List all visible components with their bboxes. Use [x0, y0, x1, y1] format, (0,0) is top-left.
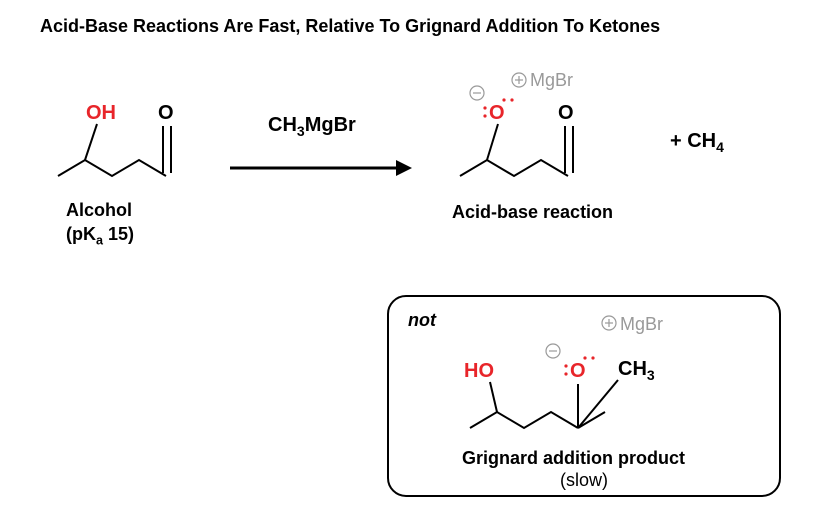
- product-lonepair-1b: [483, 114, 486, 117]
- reagent-sub: 3: [297, 123, 305, 139]
- notprod-o-alkoxide: O: [570, 360, 586, 383]
- product-lonepair-2b: [510, 98, 513, 101]
- notprod-ch3-sub: 3: [647, 367, 655, 383]
- reactant-label-alcohol: Alcohol: [66, 200, 132, 221]
- notprod-oh-bond: [490, 382, 497, 412]
- notprod-ho: HO: [464, 360, 494, 383]
- notprod-ch3: CH3: [618, 358, 655, 383]
- product-alkoxide-bond: [487, 124, 498, 160]
- notprod-ch3-pre: CH: [618, 358, 647, 380]
- not-label: not: [408, 310, 436, 331]
- reaction-arrow-head: [396, 160, 412, 176]
- pka-sub: a: [96, 234, 103, 248]
- product-lonepair-1a: [483, 106, 486, 109]
- notprod-label2: (slow): [560, 470, 608, 491]
- reactant-backbone: [58, 160, 166, 176]
- reactant-o-ketone: O: [158, 102, 174, 125]
- product-mgbr: MgBr: [530, 70, 573, 91]
- notprod-mgbr: MgBr: [620, 314, 663, 335]
- reagent-pre: CH: [268, 114, 297, 136]
- diagram-svg: [0, 0, 824, 530]
- product-o-alkoxide: O: [489, 102, 505, 125]
- product-plus-ch4: + CH4: [670, 130, 724, 155]
- ch4-pre: + CH: [670, 130, 716, 152]
- pka-pre: (pK: [66, 224, 96, 244]
- reactant-label-pka: (pKa 15): [66, 224, 134, 248]
- notprod-extra-me: [578, 412, 605, 428]
- reactant-oh-bond: [85, 124, 97, 160]
- notprod-lonepair-2b: [591, 356, 594, 359]
- ch4-sub: 4: [716, 139, 724, 155]
- reactant-oh: OH: [86, 102, 116, 125]
- notprod-ch3-bond: [578, 380, 618, 428]
- notprod-lonepair-1b: [564, 372, 567, 375]
- notprod-lonepair-1a: [564, 364, 567, 367]
- reagent-grignard: CH3MgBr: [268, 114, 356, 139]
- reagent-post: MgBr: [305, 114, 356, 136]
- product-label: Acid-base reaction: [452, 202, 613, 223]
- product-backbone: [460, 160, 568, 176]
- product-o-ketone: O: [558, 102, 574, 125]
- pka-post: 15): [103, 224, 134, 244]
- notprod-backbone: [470, 412, 578, 428]
- notprod-label1: Grignard addition product: [462, 448, 685, 469]
